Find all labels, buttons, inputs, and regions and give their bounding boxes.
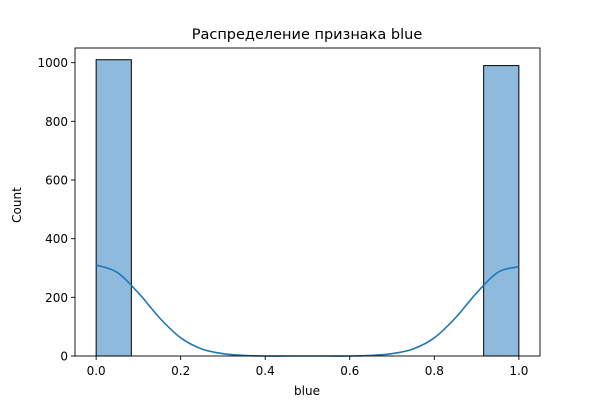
x-tick-label: 0.0 [87, 364, 106, 378]
histogram-bar-0 [95, 59, 132, 357]
y-tick-label: 1000 [37, 56, 68, 70]
x-tick-label: 0.4 [256, 364, 275, 378]
x-tick-label: 1.0 [509, 364, 528, 378]
y-tick-label: 600 [45, 174, 68, 188]
axes-frame [74, 47, 541, 357]
y-tick-label: 400 [45, 232, 68, 246]
histogram-bar-1 [483, 65, 520, 357]
x-tick-label: 0.6 [340, 364, 359, 378]
x-tick-label: 0.8 [425, 364, 444, 378]
y-tick-label: 800 [45, 115, 68, 129]
y-axis-label: Count [10, 187, 24, 223]
y-tick-label: 200 [45, 291, 68, 305]
x-axis-label: blue [294, 384, 320, 398]
plot-area: 0.0 0.2 0.4 0.6 0.8 1.0 0 200 400 600 800 1000 [37, 47, 541, 378]
y-tick-label: 0 [60, 350, 68, 364]
chart-title: Распределение признака blue [192, 27, 423, 43]
kde-curve [95, 264, 520, 357]
x-tick-label: 0.2 [171, 364, 190, 378]
